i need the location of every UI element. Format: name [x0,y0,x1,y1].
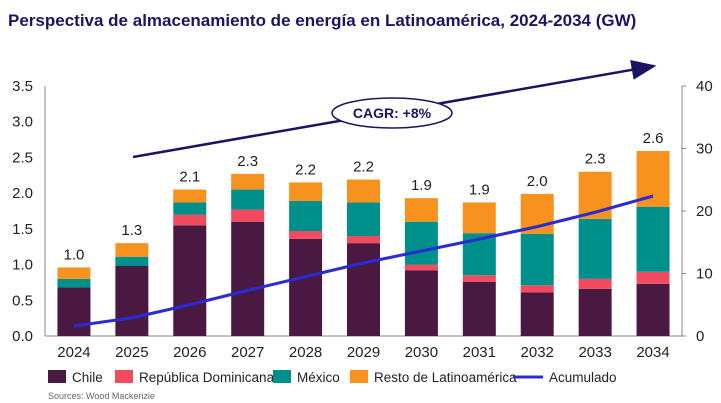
bar-segment-rep-blica-dominicana [520,285,554,293]
total-label: 1.9 [469,181,490,198]
bar-segment-resto-de-latinoam-rica [173,189,207,203]
x-tick-label: 2031 [463,344,496,361]
bar-segment-chile [115,266,149,336]
bar-segment-resto-de-latinoam-rica [57,267,91,279]
x-tick-label: 2033 [578,344,611,361]
cumulative-line [73,194,654,328]
right-tick-label: 30 [696,141,713,158]
bar-segment-rep-blica-dominicana [347,236,380,244]
legend-swatch [350,370,368,383]
bar-segment-m-xico [520,233,554,286]
total-label: 2.2 [295,161,316,178]
left-tick-label: 2.5 [12,149,33,166]
legend-swatch [273,370,291,383]
x-tick-label: 2030 [405,344,438,361]
right-tick-label: 40 [696,78,713,95]
total-label: 2.3 [585,151,606,168]
bar-segment-rep-blica-dominicana [173,214,207,226]
bar-segment-m-xico [636,206,670,272]
bar-segment-rep-blica-dominicana [289,231,323,239]
bar-segment-resto-de-latinoam-rica [115,243,149,257]
total-label: 2.1 [179,169,200,186]
bar-segment-rep-blica-dominicana [404,264,438,271]
left-tick-label: 0.0 [12,328,33,345]
bar-segment-rep-blica-dominicana [578,278,612,289]
bar-segment-m-xico [115,256,149,266]
total-label: 1.3 [121,222,142,239]
left-tick-label: 3.0 [12,114,33,131]
bar-segment-chile [636,283,670,336]
bar-segment-chile [57,287,91,336]
bar-segment-chile [173,225,207,336]
cagr-label: CAGR: +8% [353,105,432,121]
bar-segment-rep-blica-dominicana [636,271,670,284]
cagr-bubble [331,97,453,129]
bar-segment-resto-de-latinoam-rica [462,202,496,234]
bar-segment-m-xico [347,202,380,236]
bar-segment-chile [289,238,323,336]
bar-segment-chile [462,281,496,336]
stacked-bars [57,151,670,336]
bar-segment-m-xico [57,278,91,288]
legend-label: Acumulado [549,370,617,385]
total-labels: 1.0 1.3 2.1 2.3 2.2 2.2 1.9 1.9 2.0 2.3 2.6 [64,130,664,263]
x-tick-label: 2027 [231,344,264,361]
bar-segment-m-xico [404,221,438,265]
x-tick-label: 2024 [57,344,90,361]
legend-swatch [48,370,66,383]
x-tick-label: 2028 [289,344,322,361]
legend-label: México [297,370,340,385]
left-tick-label: 0.5 [12,292,33,309]
x-axis-ticks: 2024 2025 2026 2027 2028 2029 2030 2031 2032 2033… [57,344,669,361]
bar-segment-resto-de-latinoam-rica [404,198,438,222]
x-tick-label: 2026 [173,344,206,361]
chart-title: Perspectiva de almacenamiento de energía… [8,11,636,30]
total-label: 2.2 [353,159,374,176]
left-tick-label: 3.5 [12,78,33,95]
right-tick-label: 20 [696,203,713,220]
bar-segment-chile [231,221,265,336]
right-axis-ticks: 0 10 20 30 40 [682,78,713,345]
total-label: 2.0 [527,173,548,190]
source-note: Sources: Wood Mackenzie [48,391,155,401]
bar-segment-resto-de-latinoam-rica [289,182,323,201]
bar-segment-rep-blica-dominicana [231,209,265,222]
x-tick-label: 2034 [636,344,669,361]
bar-segment-chile [520,292,554,336]
bar-segment-chile [578,288,612,336]
bar-segment-m-xico [578,218,612,279]
legend-label: Chile [72,370,103,385]
x-tick-label: 2025 [115,344,148,361]
bar-segment-chile [404,270,438,336]
legend-label: Resto de Latinoamérica [374,370,517,385]
bar-segment-rep-blica-dominicana [462,275,496,282]
legend-label: República Dominicana [139,370,275,385]
legend-swatch [115,370,133,383]
cumulative-series-line [73,194,654,328]
left-tick-label: 1.0 [12,257,33,274]
left-axis-ticks: 0.0 0.5 1.0 1.5 2.0 2.5 3.0 3.5 [12,78,33,345]
bar-segment-chile [347,243,380,336]
legend: Chile República Dominicana México Resto de … [48,370,617,385]
total-label: 1.0 [64,246,85,263]
bar-segment-m-xico [231,189,265,210]
x-tick-label: 2032 [521,344,554,361]
total-label: 2.3 [237,153,258,170]
x-tick-label: 2029 [347,344,380,361]
bar-segment-m-xico [289,201,323,231]
left-tick-label: 1.5 [12,221,33,238]
bar-segment-resto-de-latinoam-rica [347,179,380,203]
total-label: 1.9 [411,177,432,194]
left-tick-label: 2.0 [12,185,33,202]
bar-segment-m-xico [173,202,207,215]
bar-segment-resto-de-latinoam-rica [231,173,265,190]
right-tick-label: 0 [696,328,704,345]
total-label: 2.6 [643,130,664,147]
right-tick-label: 10 [696,266,713,283]
